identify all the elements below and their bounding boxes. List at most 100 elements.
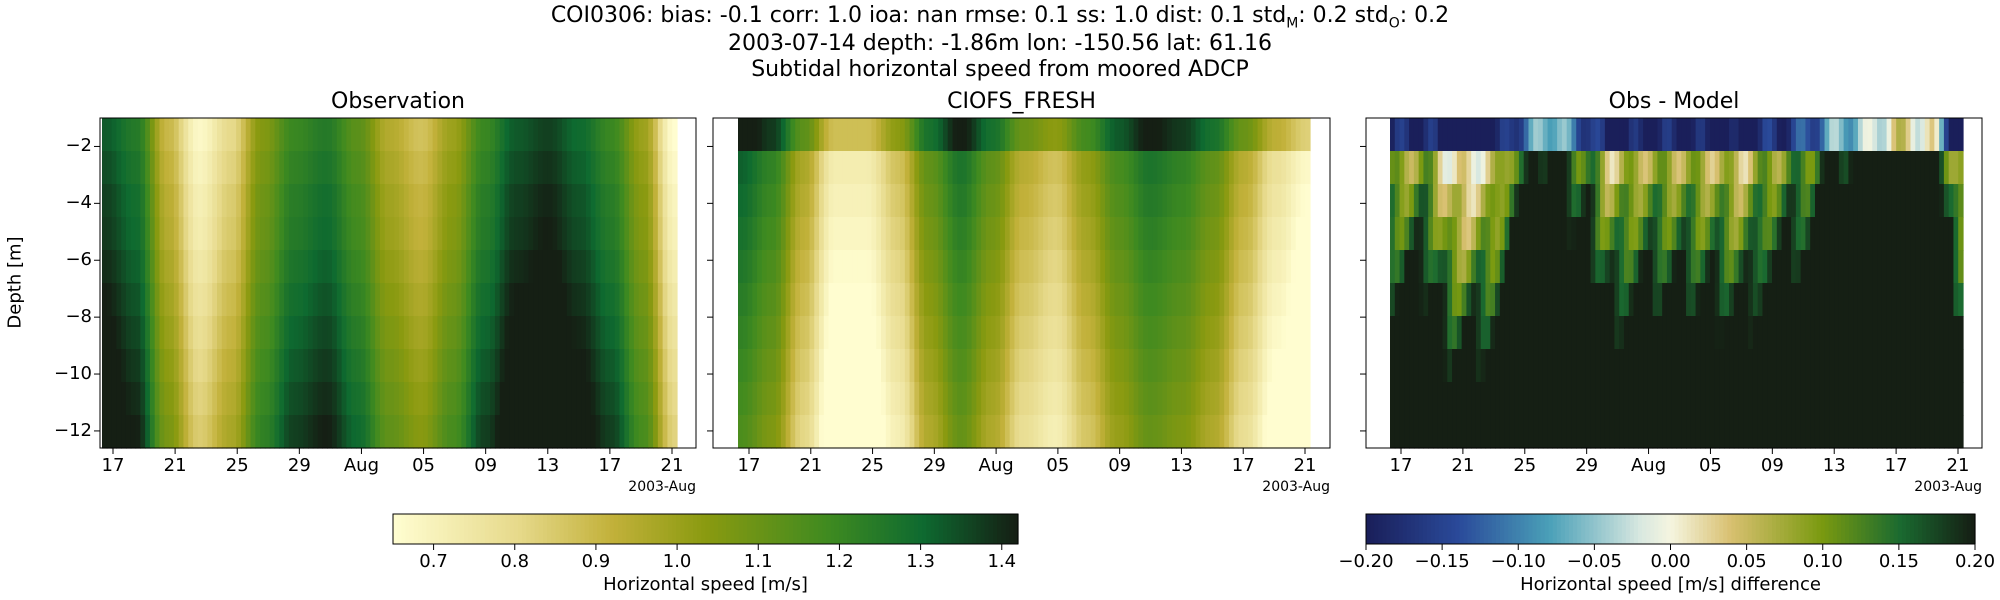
heatmap-cell <box>394 283 400 317</box>
heatmap-cell <box>1690 283 1697 317</box>
heatmap-cell <box>1447 283 1453 317</box>
heatmap-cell <box>1666 151 1673 185</box>
heatmap-cell <box>1004 250 1011 284</box>
heatmap-cell <box>1633 184 1639 218</box>
heatmap-cell <box>780 382 787 416</box>
colorbar-swatch <box>1767 514 1773 544</box>
heatmap-cell <box>336 184 343 218</box>
heatmap-cell <box>885 151 892 185</box>
heatmap-cell <box>1776 316 1783 350</box>
heatmap-cell <box>1900 250 1907 284</box>
heatmap-cell <box>605 316 611 350</box>
heatmap-cell <box>1009 283 1016 317</box>
colorbar-swatch <box>826 514 832 544</box>
heatmap-cell <box>785 118 792 152</box>
heatmap-cell <box>947 217 954 251</box>
heatmap-cell <box>1413 118 1420 152</box>
heatmap-cell <box>761 283 768 317</box>
heatmap-cell <box>1681 415 1687 449</box>
heatmap-cell <box>351 151 357 185</box>
heatmap-cell <box>757 283 763 317</box>
heatmap-cell <box>470 382 477 416</box>
heatmap-cell <box>1724 415 1730 449</box>
heatmap-cell <box>538 382 544 416</box>
heatmap-cell <box>451 316 458 350</box>
heatmap-cell <box>207 151 213 185</box>
heatmap-cell <box>1896 283 1902 317</box>
heatmap-cell <box>1877 382 1883 416</box>
heatmap-cell <box>437 184 443 218</box>
heatmap-cell <box>1095 382 1101 416</box>
heatmap-cell <box>1538 283 1544 317</box>
heatmap-cell <box>193 151 199 185</box>
heatmap-cell <box>1791 316 1797 350</box>
colorbar-swatch <box>1877 514 1883 544</box>
colorbar-swatch <box>897 514 902 544</box>
heatmap-cell <box>288 217 295 251</box>
heatmap-cell <box>790 151 796 185</box>
heatmap-cell <box>1071 415 1078 449</box>
heatmap-cell <box>1767 151 1773 185</box>
heatmap-cell <box>332 283 338 317</box>
heatmap-cell <box>871 250 877 284</box>
heatmap-cell <box>1943 151 1950 185</box>
heatmap-cell <box>1657 250 1663 284</box>
heatmap-cell <box>1714 382 1721 416</box>
heatmap-cell <box>1452 382 1458 416</box>
heatmap-cell <box>111 415 117 449</box>
heatmap-cell <box>250 415 256 449</box>
heatmap-cell <box>154 118 161 152</box>
heatmap-cell <box>461 250 467 284</box>
heatmap-cell <box>1394 349 1401 383</box>
heatmap-cell <box>861 118 868 152</box>
heatmap-cell <box>1248 118 1254 152</box>
heatmap-cell <box>145 415 151 449</box>
heatmap-cell <box>1867 283 1873 317</box>
heatmap-cell <box>1604 415 1611 449</box>
heatmap-cell <box>962 184 968 218</box>
heatmap-cell <box>1643 184 1649 218</box>
heatmap-cell <box>1100 415 1106 449</box>
heatmap-cell <box>605 283 611 317</box>
heatmap-cell <box>1038 217 1044 251</box>
heatmap-cell <box>111 217 117 251</box>
heatmap-cell <box>985 382 992 416</box>
heatmap-cell <box>1518 151 1525 185</box>
heatmap-cell <box>274 415 280 449</box>
heatmap-cell <box>1233 316 1240 350</box>
heatmap-cell <box>437 415 443 449</box>
heatmap-cell <box>1643 415 1649 449</box>
heatmap-cell <box>207 415 213 449</box>
heatmap-cell <box>183 151 189 185</box>
heatmap-cell <box>1538 184 1544 218</box>
heatmap-cell <box>475 217 482 251</box>
heatmap-cell <box>1924 184 1931 218</box>
heatmap-cell <box>221 415 228 449</box>
heatmap-cell <box>857 349 863 383</box>
heatmap-cell <box>600 316 606 350</box>
heatmap-cell <box>1533 316 1539 350</box>
colorbar-swatch <box>1621 514 1627 544</box>
colorbar-swatch <box>1394 514 1400 544</box>
heatmap-cell <box>514 349 520 383</box>
heatmap-cell <box>365 316 371 350</box>
heatmap-cell <box>780 184 787 218</box>
heatmap-cell <box>1714 151 1721 185</box>
x-tick-label: 17 <box>1231 455 1255 476</box>
heatmap-cell <box>1733 217 1740 251</box>
heatmap-cell <box>1442 415 1448 449</box>
heatmap-cell <box>221 316 228 350</box>
heatmap-cell <box>1152 217 1159 251</box>
heatmap-cell <box>1881 382 1888 416</box>
heatmap-cell <box>1243 118 1249 152</box>
heatmap-cell <box>957 382 963 416</box>
heatmap-cell <box>895 151 901 185</box>
heatmap-cell <box>1633 349 1639 383</box>
heatmap-cell <box>1276 349 1282 383</box>
heatmap-cell <box>1186 316 1192 350</box>
heatmap-cell <box>581 118 587 152</box>
heatmap-cell <box>1456 382 1463 416</box>
x-tick-label: 09 <box>1760 455 1784 476</box>
heatmap-cell <box>116 415 122 449</box>
heatmap-cell <box>1090 415 1097 449</box>
